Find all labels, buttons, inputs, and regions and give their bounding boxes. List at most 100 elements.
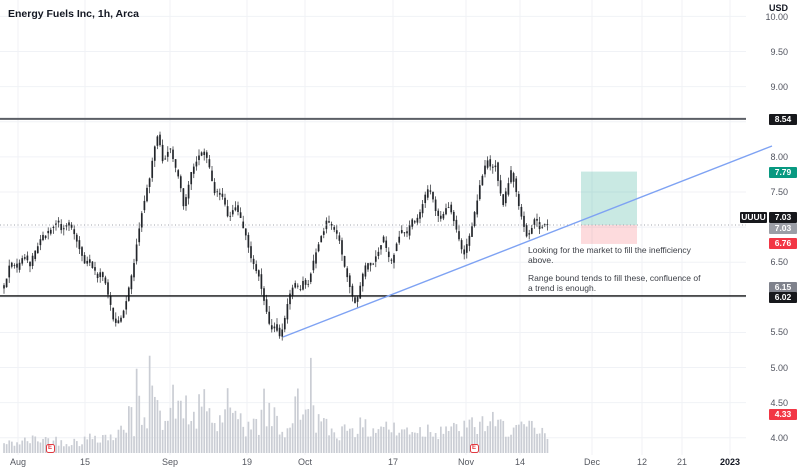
candle-body [484,165,486,175]
candle-body [520,206,523,217]
candle-body [541,226,544,228]
candle-body [140,213,143,228]
candle-body [283,317,286,330]
symbol-title[interactable]: Energy Fuels Inc, 1h, Arca [8,8,139,20]
earnings-marker-icon[interactable]: E [469,444,479,453]
volume-bar [78,446,81,453]
candle-body [159,134,161,146]
volume-bar [312,405,315,453]
volume-bar [388,429,390,453]
candle-body [348,275,351,287]
volume-bar [520,421,523,453]
volume-bar [346,430,349,453]
candle-body [530,228,533,234]
candle-body [101,272,104,278]
price-tick-4.50: 4.50 [770,398,788,408]
volume-bar [466,427,468,453]
time-label-Dec: Dec [583,457,600,467]
volume-bar [154,396,156,453]
candle-body [75,234,78,242]
trendline[interactable] [282,145,773,338]
text-annotation[interactable]: Looking for the market to fill the ineff… [528,245,704,301]
inefficiency-box-upper[interactable] [581,171,637,225]
candle-body [309,273,312,282]
candle-body [296,285,299,287]
candle-body [107,282,109,295]
candle-body [221,193,224,197]
annotation-paragraph-1: Looking for the market to fill the ineff… [528,245,691,265]
annotation-paragraph-2: Range bound tends to fill these, conflue… [528,273,701,293]
volume-bar [8,440,11,453]
candle-body [5,278,8,288]
candle-body [198,155,200,161]
volume-bar [544,433,546,453]
volume-bar [232,412,234,453]
candle-body [489,159,492,167]
volume-bar [317,414,320,453]
candle-body [369,262,372,266]
candle-body [385,240,388,248]
volume-bar [60,440,63,453]
candle-body [252,258,255,264]
candle-body [156,136,159,146]
volume-bar [31,435,34,453]
candle-body [421,204,424,214]
candle-body [94,267,96,271]
volume-bar [390,432,393,453]
candle-body [380,245,382,250]
volume-bar [463,420,466,453]
earnings-marker-icon[interactable]: E [45,444,55,453]
volume-bar [273,407,276,453]
volume-bar [203,389,206,453]
volume-bar [187,424,190,453]
volume-bar [65,444,68,453]
candle-body [70,224,73,228]
volume-bar [68,446,70,453]
volume-bar [237,419,239,453]
volume-bar [341,426,343,453]
candle-body [52,226,55,228]
candle-body [200,152,203,156]
volume-bar [200,406,203,453]
volume-bar [484,431,486,453]
volume-bar [419,427,421,453]
volume-bar [55,436,57,453]
volume-bar [42,438,44,453]
volume-bar [242,426,245,453]
candle-body [455,219,458,230]
volume-bar [442,433,445,453]
volume-bar [359,417,362,453]
volume-bar [515,424,518,453]
candle-body [164,158,167,160]
candle-body [109,296,112,305]
volume-bar [94,435,96,453]
candle-body [174,159,177,168]
volume-bar [239,413,242,453]
volume-bar [255,418,258,453]
volume-bar [213,423,216,453]
candle-body [486,160,489,168]
time-label-Nov: Nov [457,457,474,467]
candle-body [83,255,86,264]
time-label-17: 17 [387,457,398,467]
volume-bar [135,368,138,453]
volume-bar [458,431,460,453]
earnings-icon: E [471,445,476,451]
volume-bar [5,444,8,453]
candle-body [543,224,546,226]
volume-bar [351,428,354,453]
candle-body [434,199,437,212]
candle-body [112,307,115,320]
candle-body [229,215,232,217]
volume-bar [494,426,497,453]
candle-body [86,260,89,264]
volume-bar [151,385,154,453]
volume-bar [427,424,429,453]
inefficiency-box-lower[interactable] [581,224,637,244]
candle-body [60,224,63,231]
volume-bar [307,409,310,453]
volume-bar [164,420,167,453]
volume-bar [24,437,26,453]
